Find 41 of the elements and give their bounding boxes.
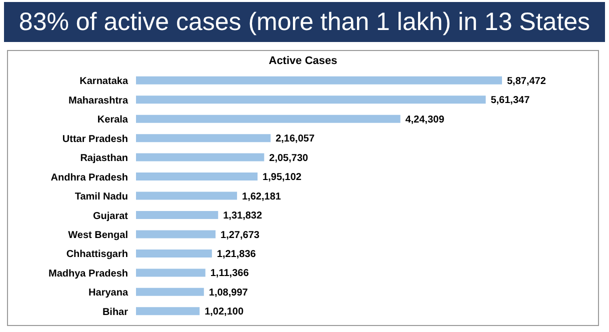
bar <box>136 249 212 258</box>
y-tick-label: Gujarat <box>92 210 129 222</box>
y-tick-label: Rajasthan <box>80 153 128 164</box>
data-label: 1,27,673 <box>220 230 260 241</box>
data-label: 5,61,347 <box>490 95 530 106</box>
bar <box>136 211 218 219</box>
bar <box>136 153 264 162</box>
data-label: 1,95,102 <box>262 172 302 184</box>
y-tick-label: Tamil Nadu <box>74 192 128 203</box>
bar <box>136 230 216 238</box>
y-tick-label: Madhya Pradesh <box>48 268 128 280</box>
bar <box>136 114 400 123</box>
data-label: 5,87,472 <box>507 76 546 87</box>
data-label: 2,16,057 <box>276 134 315 145</box>
y-tick-label: Karnataka <box>80 76 128 88</box>
bar <box>136 268 206 277</box>
y-tick-label: Kerala <box>97 114 128 126</box>
bar <box>136 307 200 316</box>
y-tick-label: Bihar <box>102 306 128 318</box>
y-tick-label: Andhra Pradesh <box>50 172 128 184</box>
y-tick-label: Maharashtra <box>68 95 128 106</box>
data-label: 1,11,366 <box>210 268 250 280</box>
data-label: 1,31,832 <box>223 210 262 222</box>
data-label: 1,08,997 <box>208 287 248 298</box>
bar <box>136 134 271 142</box>
data-label: 1,62,181 <box>242 191 282 202</box>
y-tick-label: Haryana <box>88 288 128 299</box>
data-label: 1,21,836 <box>216 249 256 260</box>
data-label: 2,05,730 <box>269 152 309 164</box>
bar <box>136 192 238 200</box>
bar <box>136 76 502 84</box>
y-tick-label: Chhattisgarh <box>66 249 128 260</box>
y-tick-label: West Bengal <box>68 230 128 242</box>
bar <box>136 288 204 296</box>
chart-title: 83% of active cases (more than 1 lakh) in 13 States <box>4 2 605 42</box>
y-tick-label: Uttar Pradesh <box>62 134 128 145</box>
data-label: 4,24,309 <box>405 114 445 126</box>
data-label: 1,02,100 <box>204 306 244 318</box>
chart-subtitle: Active Cases <box>268 55 338 67</box>
bar <box>136 96 486 104</box>
bar <box>136 172 258 181</box>
